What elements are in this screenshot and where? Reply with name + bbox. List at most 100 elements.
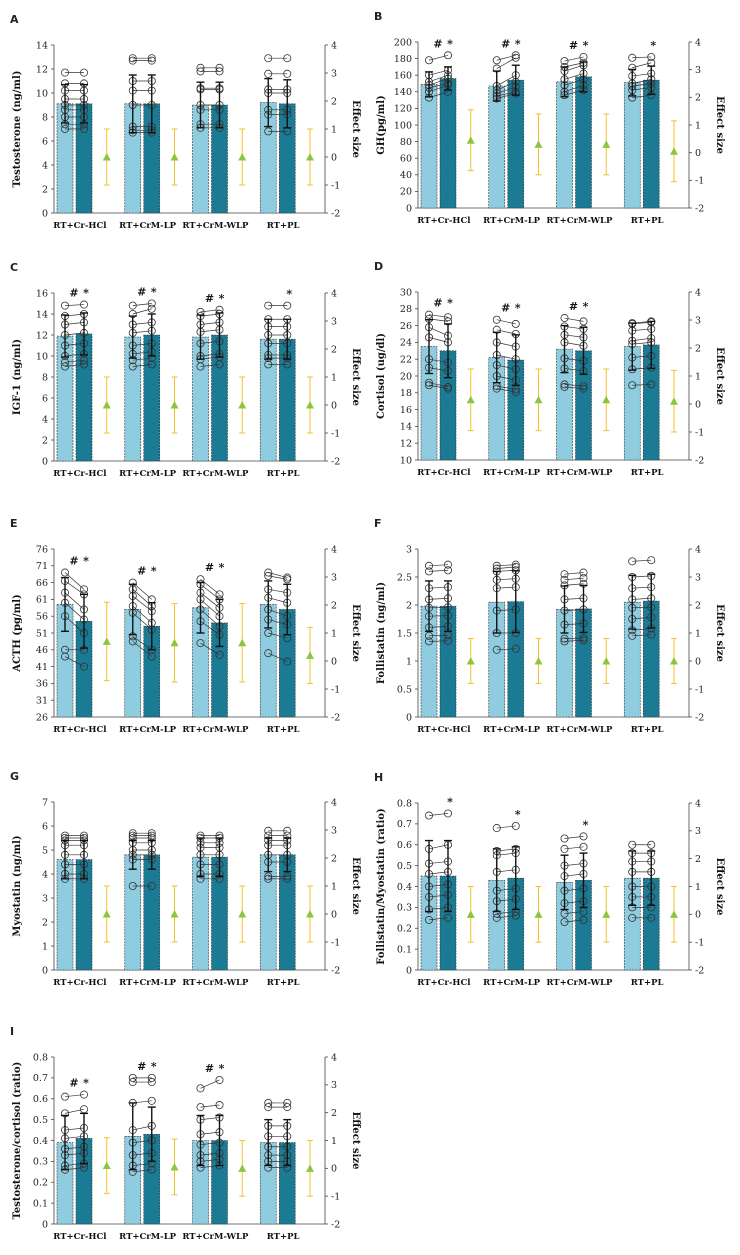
paired-line	[64, 1094, 85, 1098]
pre-point	[628, 557, 637, 566]
y-tick-label: 0.7	[397, 819, 412, 830]
x-category-label: RT+PL	[631, 216, 664, 226]
y-tick-label: 0	[42, 1219, 48, 1230]
pre-point	[492, 56, 501, 65]
paired-line	[564, 911, 584, 914]
post-point	[647, 556, 656, 565]
right-tick-label: 2	[695, 343, 701, 354]
sig-star: *	[447, 37, 453, 50]
paired-line	[132, 343, 152, 346]
right-tick-label: -2	[331, 712, 340, 723]
x-category-label: RT+CrM-LP	[119, 221, 177, 231]
post-point	[147, 652, 156, 661]
paired-line	[132, 330, 152, 334]
x-category-label: RT+PL	[631, 468, 664, 478]
x-category-label: RT+CrM-LP	[119, 978, 177, 988]
paired-line	[564, 583, 584, 586]
x-category-label: RT+Cr-HCl	[53, 1232, 107, 1242]
paired-line	[428, 314, 449, 318]
right-tick-label: -1	[695, 937, 704, 948]
paired-line	[428, 606, 449, 609]
paired-line	[64, 359, 85, 363]
pre-point	[61, 68, 70, 77]
y-tick-label: 10	[36, 88, 48, 99]
y-tick-label: 6	[42, 136, 48, 147]
x-category-label: RT+Cr-HCl	[417, 978, 471, 988]
y-axis-title: ACTH (pg/ml)	[12, 594, 23, 673]
effect-size-marker	[602, 140, 611, 148]
paired-line	[564, 386, 584, 389]
sig-star: *	[515, 808, 521, 821]
effect-size-marker	[466, 910, 475, 918]
x-category-label: RT+CrM-WLP	[546, 978, 613, 988]
sig-star: *	[515, 37, 521, 50]
right-tick-label: 3	[695, 315, 701, 326]
panel-letter: H	[374, 771, 383, 784]
y-tick-label: 2	[42, 435, 48, 446]
right-tick-label: 0	[331, 152, 337, 163]
y-tick-label: 61	[36, 595, 48, 606]
post-point	[147, 1073, 156, 1082]
y-tick-label: 76	[36, 544, 48, 555]
paired-line	[564, 888, 584, 892]
pre-point	[560, 917, 569, 926]
y-tick-label: 0	[42, 965, 48, 976]
y-tick-label: 1.5	[397, 628, 412, 639]
y-tick-label: 10	[36, 351, 48, 362]
sig-hash: #	[501, 302, 510, 315]
pre-point	[196, 67, 205, 76]
post-point	[511, 387, 520, 396]
paired-line	[200, 592, 220, 609]
paired-line	[564, 368, 584, 372]
post-point	[647, 913, 656, 922]
pre-point	[264, 1098, 273, 1107]
paired-line	[132, 364, 152, 367]
x-category-label: RT+CrM-WLP	[546, 725, 613, 735]
paired-line	[632, 586, 652, 589]
paired-line	[496, 852, 516, 856]
x-category-label: RT+CrM-LP	[119, 1232, 177, 1242]
paired-line	[200, 609, 220, 627]
sig-star: *	[219, 561, 225, 574]
right-tick-label: 4	[331, 797, 337, 808]
pre-point	[424, 378, 433, 387]
effect-size-marker	[534, 910, 543, 918]
paired-line	[564, 572, 584, 575]
right-tick-label: -1	[695, 684, 704, 695]
x-category-label: RT+PL	[267, 978, 300, 988]
y-tick-label: 2.5	[397, 572, 412, 583]
post-point	[511, 560, 520, 569]
y-tick-label: 0.8	[33, 1052, 48, 1063]
pre-point	[560, 844, 569, 853]
sig-star: *	[650, 39, 656, 52]
pre-bar	[124, 854, 142, 971]
right-axis-title: Effect size	[350, 100, 361, 158]
panel-d: D1012141618202224262830-2-101234Cortisol…	[374, 260, 725, 478]
post-point	[147, 882, 156, 891]
post-point	[579, 384, 588, 393]
post-bar	[507, 79, 525, 209]
paired-line	[64, 1135, 85, 1139]
paired-line	[496, 648, 516, 651]
right-tick-label: 4	[331, 544, 337, 555]
pre-point	[264, 571, 273, 580]
right-tick-label: 1	[695, 882, 701, 893]
pre-point	[560, 380, 569, 389]
post-point	[147, 1165, 156, 1174]
paired-line	[632, 73, 652, 77]
sig-star: *	[447, 297, 453, 310]
paired-line	[200, 1104, 220, 1108]
paired-line	[64, 602, 85, 620]
effect-size-marker	[238, 638, 247, 647]
y-tick-label: 6	[42, 393, 48, 404]
paired-line	[428, 615, 449, 617]
pre-point	[424, 310, 433, 319]
paired-line	[200, 599, 220, 617]
paired-line	[564, 846, 584, 850]
y-tick-label: 2	[42, 184, 48, 195]
post-point	[283, 1103, 292, 1112]
y-tick-label: 26	[36, 712, 48, 723]
sig-hash: #	[137, 286, 146, 299]
effect-size-marker	[170, 910, 179, 918]
